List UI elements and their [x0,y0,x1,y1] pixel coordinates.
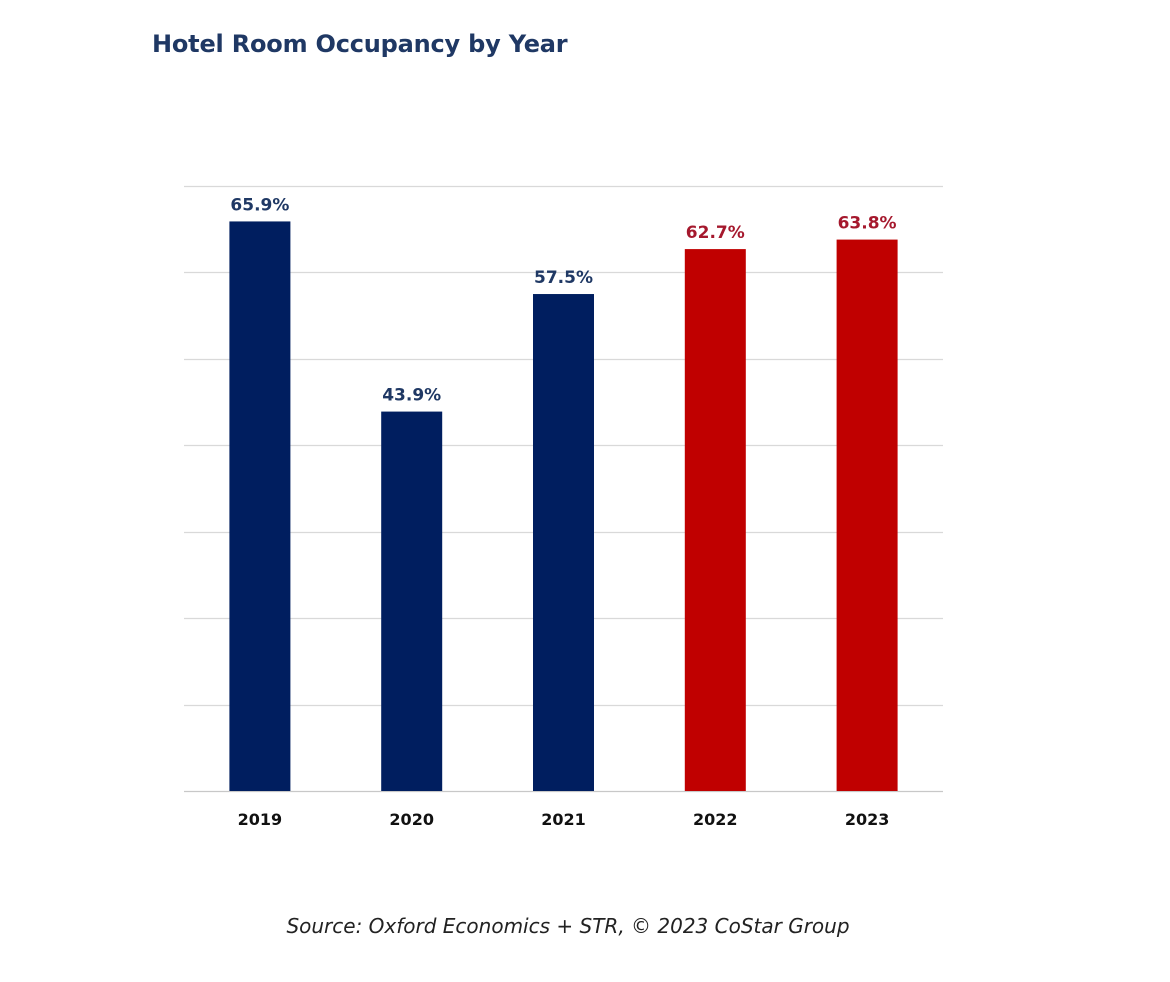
source-note: Source: Oxford Economics + STR, © 2023 C… [286,914,850,938]
data-label-2023: 63.8% [838,214,897,234]
bar-2021 [533,294,594,791]
data-label-2020: 43.9% [382,386,441,406]
x-tick-label-2019: 2019 [238,810,283,829]
bar-2020 [381,411,443,791]
bar-2019 [229,221,291,791]
data-label-2019: 65.9% [230,195,289,215]
data-label-2021: 57.5% [534,268,593,288]
bar-2023 [836,239,898,792]
x-tick-label-2023: 2023 [845,810,890,829]
chart-title: Hotel Room Occupancy by Year [152,30,568,58]
x-tick-label-2022: 2022 [693,810,738,829]
x-tick-label-2021: 2021 [541,810,586,829]
bar-2022 [684,249,746,792]
bar-chart: 65.9% 2019 43.9% 2020 57.5% 2021 62.7% 2022 63.8… [184,185,943,829]
x-tick-label-2020: 2020 [389,810,434,829]
data-label-2022: 62.7% [686,223,745,243]
